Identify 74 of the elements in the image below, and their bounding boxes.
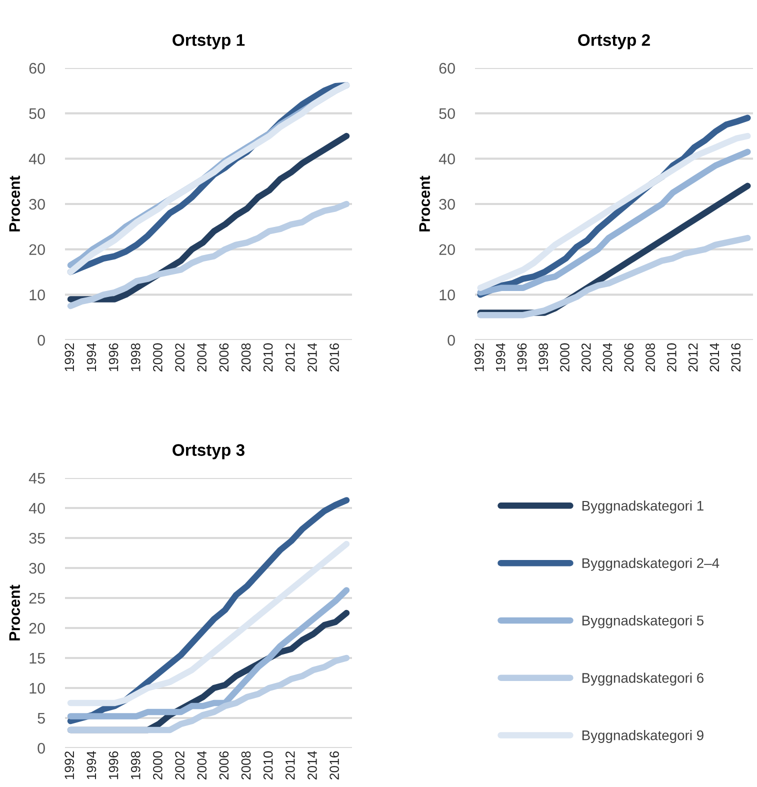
y-tick-label: 15 [30, 653, 45, 664]
y-tick-label: 50 [29, 108, 45, 120]
x-tick-label: 2000 [153, 751, 162, 780]
x-tick-label: 2016 [330, 343, 339, 372]
x-tick-label: 2004 [197, 751, 207, 780]
x-tick-label: 2002 [175, 343, 184, 372]
y-axis-title: Procent [419, 176, 430, 232]
x-tick-label: 1992 [474, 343, 484, 372]
chart-title: Ortstyp 3 [172, 444, 244, 460]
x-tick-label: 1992 [64, 343, 74, 372]
x-tick-label: 1996 [108, 751, 118, 780]
x-tick-label: 1998 [130, 343, 140, 372]
x-tick-label: 2014 [710, 343, 720, 372]
y-tick-label: 5 [38, 713, 45, 724]
x-tick-label: 2012 [285, 751, 295, 780]
x-tick-label: 1996 [517, 343, 527, 372]
y-tick-label: 40 [28, 502, 45, 514]
y-tick-label: 10 [30, 290, 45, 300]
x-tick-label: 2000 [153, 343, 162, 372]
legend-label: Byggnadskategori 5 [582, 615, 704, 628]
legend-label: Byggnadskategori 9 [582, 730, 704, 743]
y-tick-label: 30 [29, 562, 45, 574]
x-tick-label: 2004 [197, 343, 207, 372]
x-tick-label: 2002 [581, 343, 591, 372]
legend-label: Byggnadskategori 1 [582, 500, 704, 514]
x-tick-label: 2010 [263, 751, 273, 780]
legend-label: Byggnadskategori 6 [582, 672, 704, 686]
y-axis-title: Procent [9, 584, 20, 640]
x-tick-label: 2002 [175, 751, 184, 780]
x-tick-label: 2008 [241, 343, 251, 372]
chart-title: Ortstyp 2 [578, 34, 650, 50]
x-tick-label: 1994 [86, 751, 96, 780]
x-tick-label: 2000 [560, 343, 570, 372]
y-tick-label: 60 [29, 62, 45, 74]
x-tick-label: 2010 [263, 343, 273, 372]
y-tick-label: 35 [29, 532, 45, 544]
chart-title: Ortstyp 1 [172, 34, 245, 50]
x-tick-label: 2014 [308, 343, 317, 372]
x-tick-label: 2008 [241, 751, 251, 780]
y-tick-label: 0 [38, 742, 45, 754]
y-tick-label: 30 [29, 198, 45, 210]
x-tick-label: 2006 [219, 751, 229, 780]
x-tick-label: 2004 [602, 343, 612, 372]
x-tick-label: 1994 [86, 343, 96, 372]
x-tick-label: 2008 [646, 343, 655, 372]
x-tick-label: 2016 [330, 751, 339, 780]
x-tick-label: 1998 [538, 343, 548, 372]
x-tick-label: 1996 [108, 343, 118, 372]
y-tick-label: 50 [439, 108, 455, 120]
y-tick-label: 10 [440, 290, 455, 300]
y-tick-label: 0 [38, 334, 45, 346]
y-tick-label: 10 [30, 682, 45, 694]
y-tick-label: 40 [28, 154, 45, 164]
x-tick-label: 2016 [731, 343, 741, 372]
y-tick-label: 20 [29, 244, 45, 256]
legend-label: Byggnadskategori 2–4 [582, 558, 720, 571]
x-tick-label: 2006 [624, 343, 634, 372]
x-tick-label: 1998 [130, 751, 140, 780]
x-tick-label: 2010 [667, 343, 676, 372]
x-tick-label: 2006 [219, 343, 229, 372]
x-tick-label: 2012 [285, 343, 295, 372]
x-tick-label: 2014 [308, 751, 317, 780]
x-tick-label: 1992 [64, 751, 74, 780]
y-tick-label: 0 [448, 334, 455, 346]
y-tick-label: 30 [439, 198, 455, 210]
y-axis-title: Procent [9, 176, 20, 232]
x-tick-label: 2012 [688, 343, 698, 372]
y-tick-label: 60 [439, 62, 455, 74]
y-tick-label: 40 [438, 154, 455, 164]
y-tick-label: 25 [29, 592, 45, 604]
y-tick-label: 20 [439, 244, 455, 256]
x-tick-label: 1994 [496, 343, 506, 372]
y-tick-label: 45 [28, 473, 45, 484]
y-tick-label: 20 [29, 622, 45, 634]
